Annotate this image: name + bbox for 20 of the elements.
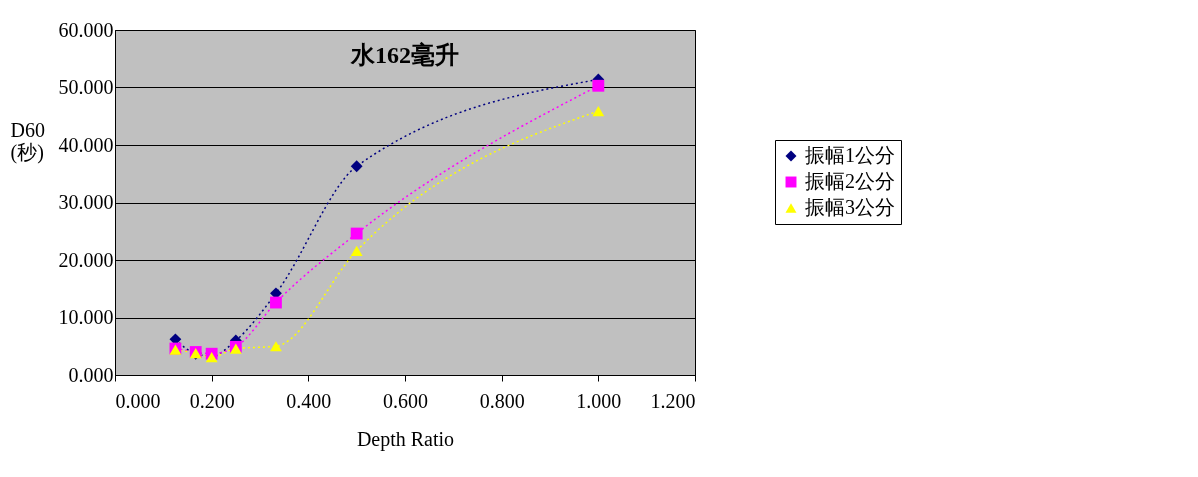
y-tick-label: 60.000 xyxy=(58,18,114,41)
y-tick-label: 20.000 xyxy=(58,248,114,271)
y-tick-label: 40.000 xyxy=(58,133,114,156)
x-tick-label: 0.800 xyxy=(479,389,525,412)
legend-label: 振幅1公分 xyxy=(805,144,895,166)
x-tick-label: 0.200 xyxy=(189,389,235,412)
x-axis-title: Depth Ratio xyxy=(356,427,455,451)
text: 水162毫升 xyxy=(350,41,459,68)
x-tick-label: 0.600 xyxy=(383,389,428,412)
x-tick-label: 0.400 xyxy=(286,389,332,412)
x-tick-label: 1.200 xyxy=(650,389,696,412)
y-tick-label: 0.000 xyxy=(68,363,114,386)
y-axis-title: D60 (秒) xyxy=(10,118,45,164)
x-tick-label: 0.000 xyxy=(115,389,161,412)
y-tick-label: 50.000 xyxy=(58,76,114,98)
y-tick-label: 10.000 xyxy=(58,306,114,328)
y-tick-label: 30.000 xyxy=(58,191,114,213)
x-tick-label: 1.000 xyxy=(576,389,622,412)
legend-label: 振幅2公分 xyxy=(805,170,895,192)
legend-label: 振幅3公分 xyxy=(805,196,895,218)
